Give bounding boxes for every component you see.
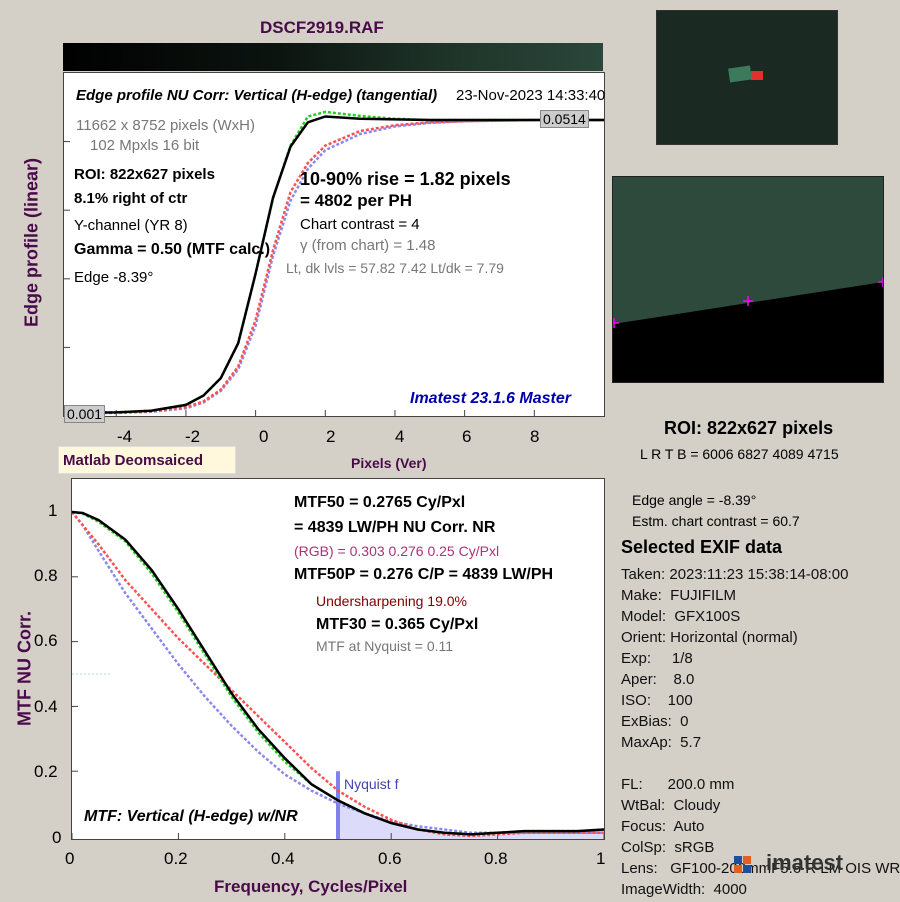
edge-xlabel: Pixels (Ver) [351,455,427,471]
mtf-plot: MTF50 = 0.2765 Cy/Pxl = 4839 LW/PH NU Co… [71,478,605,840]
mtf-ylabel: MTF NU Corr. [14,611,35,726]
contrast-text: Chart contrast = 4 [300,216,420,233]
nyq-text: MTF at Nyquist = 0.11 [316,638,454,654]
mtf50-text: MTF50 = 0.2765 Cy/Pxl [294,494,466,511]
edge-xtick: 4 [395,427,405,446]
roi-edge-angle: Edge angle = -8.39° [632,492,757,508]
exif-line: FL: 200.0 mm [621,776,735,793]
red-channel-line [72,511,604,838]
matlab-label: Matlab Deomsaiced [63,452,204,469]
exif-line [621,755,900,776]
edge-offset: 8.1% right of ctr [74,190,188,207]
roi-dark-face [613,282,883,382]
edge-heading: Edge profile NU Corr: Vertical (H-edge) … [76,87,438,104]
edge-roi: ROI: 822x627 pixels [74,166,215,183]
exif-line: Lens: GF100-200mmF5.6 R LM OIS WR [621,860,900,877]
lwph-text: = 4839 LW/PH NU Corr. NR [294,519,496,536]
top-value-label: 0.0514 [540,110,589,128]
roi-preview-svg [613,177,883,382]
edge-profile-plot: Edge profile NU Corr: Vertical (H-edge) … [63,72,606,423]
image-thumbnail [656,10,838,145]
edge-date: 23-Nov-2023 14:33:40 [456,87,606,104]
exif-list: Taken: 2023:11:23 15:38:14-08:00 Make: FU… [621,566,900,902]
edge-ylabel: Edge profile (linear) [21,157,42,328]
exif-line: Aper: 8.0 [621,671,695,688]
mtf-xlabel: Frequency, Cycles/Pixel [214,877,408,896]
green-channel-line [72,510,604,836]
thumbnail-roi-green [728,65,752,83]
edge-xtick: 8 [530,427,540,446]
undersharp-text: Undersharpening 19.0% [316,593,467,609]
per-ph-text: = 4802 per PH [300,191,412,210]
mtf30-text: MTF30 = 0.365 Cy/Pxl [316,616,479,633]
edge-mpxls: 102 Mpxls 16 bit [90,137,200,154]
edge-gradient-bar [63,43,603,71]
matlab-label-box: Matlab Deomsaiced [58,446,236,474]
imatest-logo-icon [734,856,751,873]
edge-gamma: Gamma = 0.50 (MTF calc.) [74,241,271,258]
exif-line: ExBias: 0 [621,713,689,730]
mtf-xtick: 1 [596,849,606,868]
exif-line: Exp: 1/8 [621,650,693,667]
edge-profile-svg [64,110,604,416]
roi-preview [612,176,884,383]
mtf-footer: MTF: Vertical (H-edge) w/NR [84,808,298,825]
bottom-value-label: 0.001 [64,405,106,423]
edge-xtick: 2 [326,427,336,446]
edge-xtick: -4 [117,427,133,446]
exif-line: MaxAp: 5.7 [621,734,702,751]
roi-lrtb: L R T B = 6006 6827 4089 4715 [640,446,839,462]
exif-line: ColSp: sRGB [621,839,715,856]
exif-line: ImageWidth: 4000 [621,881,747,898]
luminance-line [72,510,604,836]
imatest-version: Imatest 23.1.6 Master [410,390,571,407]
mtf-ytick: 0 [52,828,62,847]
exif-line: Make: FUJIFILM [621,587,737,604]
mtf-ytick: 0.6 [34,631,58,650]
mtf-ytick: 0.8 [34,566,58,585]
mtf-ytick: 0.4 [34,697,58,716]
roi-size: ROI: 822x627 pixels [664,418,834,438]
red-channel-line [64,118,604,415]
mtf-xtick: 0.8 [484,849,508,868]
mtf-ytick: 0.2 [34,762,58,781]
nyquist-shade [338,800,604,839]
mtf-xtick: 0.4 [271,849,295,868]
exif-heading: Selected EXIF data [621,537,783,557]
exif-line: ISO: 100 [621,692,693,709]
gamma-chart-text: γ (from chart) = 1.48 [300,237,436,254]
mtf-xtick: 0 [65,849,75,868]
thumbnail-roi-red [751,71,763,80]
mtf-ytick: 1 [48,501,58,520]
luminance-line [64,115,604,415]
roi-markers [613,277,883,328]
rgb-text: (RGB) = 0.303 0.276 0.25 Cy/Pxl [294,543,500,559]
exif-line: WtBal: Cloudy [621,797,721,814]
roi-contrast: Estm. chart contrast = 60.7 [632,513,800,529]
mtf-xtick: 0.2 [164,849,188,868]
exif-line: Model: GFX100S [621,608,741,625]
edge-angle: Edge -8.39° [74,269,154,286]
edge-xtick: -2 [185,427,201,446]
levels-text: Lt, dk lvls = 57.82 7.42 Lt/dk = 7.79 [286,260,504,276]
mtf-svg [72,510,604,839]
edge-xtick: 6 [462,427,472,446]
edge-channel: Y-channel (YR 8) [74,217,188,234]
mtf50p-text: MTF50P = 0.276 C/P = 4839 LW/PH [294,566,554,583]
nyquist-label: Nyquist f [344,776,399,792]
edge-dims: 11662 x 8752 pixels (WxH) [76,117,255,134]
rise-text: 10-90% rise = 1.82 pixels [300,169,511,189]
exif-line: Focus: Auto [621,818,705,835]
imatest-logo-text: imatest [766,850,844,875]
edge-xtick: 0 [259,427,269,446]
imatest-logo: imatest [730,850,843,885]
exif-line: Taken: 2023:11:23 15:38:14-08:00 [621,566,849,583]
file-title: DSCF2919.RAF [260,18,384,37]
exif-line: Orient: Horizontal (normal) [621,629,798,646]
mtf-xtick: 0.6 [378,849,402,868]
